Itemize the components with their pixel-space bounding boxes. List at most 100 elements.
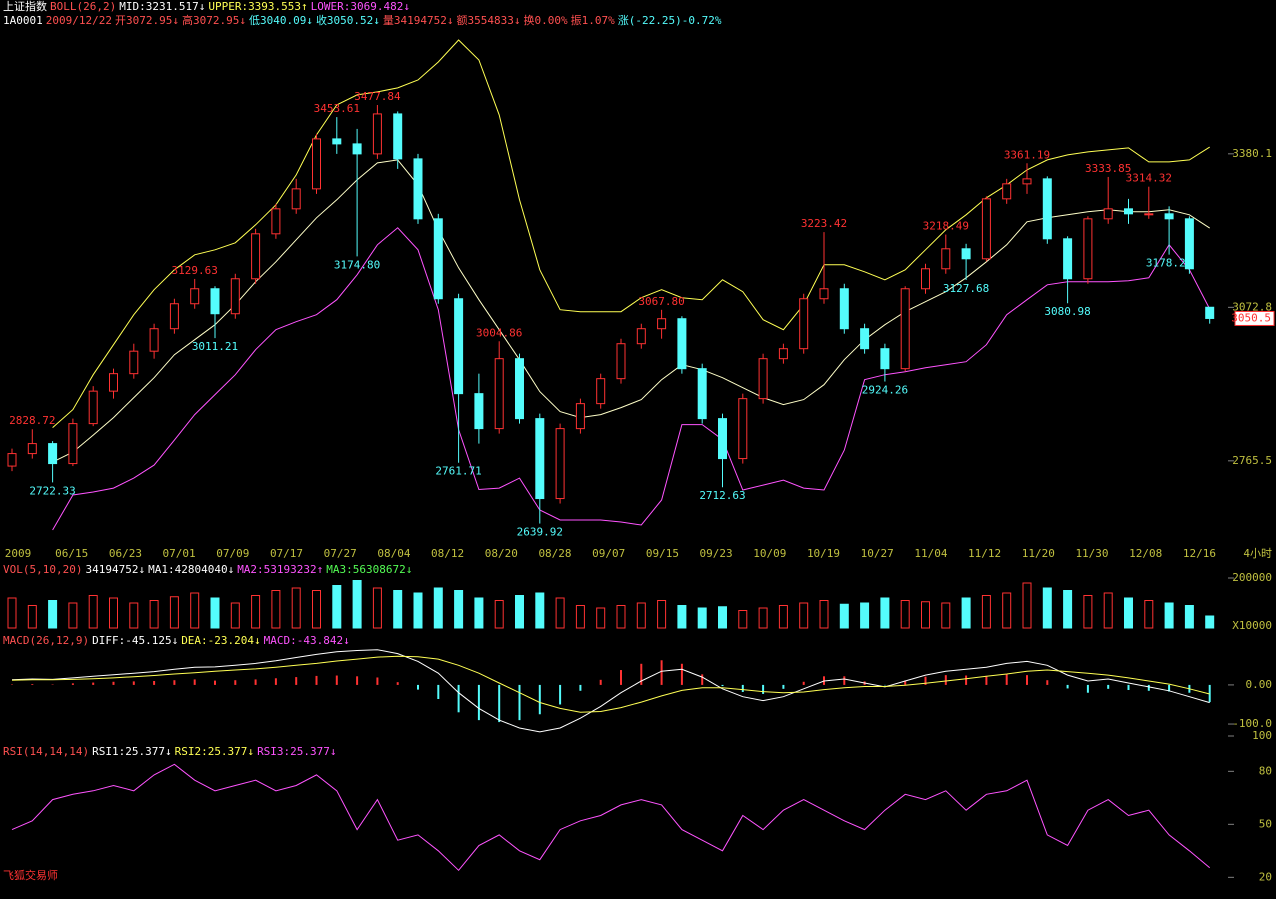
- legend-item: MACD:-43.842↓: [263, 634, 350, 647]
- legend-item: 高3072.95↓: [181, 14, 246, 27]
- candle-body: [230, 278, 240, 315]
- extreme-label: 3174.80: [334, 258, 380, 271]
- volume-bar: [7, 597, 17, 629]
- y-tick-label: 0.00: [1246, 678, 1273, 691]
- y-tick-label: 20: [1259, 870, 1272, 883]
- x-tick-label: 06/23: [109, 547, 142, 560]
- candle-body: [474, 393, 484, 430]
- candle-body: [413, 158, 423, 220]
- x-tick-label: 07/01: [163, 547, 196, 560]
- candle-body: [1205, 306, 1215, 319]
- candle-body: [636, 328, 646, 345]
- candle-body: [332, 138, 342, 145]
- x-tick-label: 09/15: [646, 547, 679, 560]
- volume-bar: [981, 595, 991, 629]
- legend-item: 2009/12/22: [45, 14, 112, 27]
- extreme-label: 2924.26: [862, 384, 908, 397]
- candle-body: [251, 233, 261, 280]
- extreme-label: 2761.71: [435, 465, 481, 478]
- candle-body: [1164, 213, 1174, 220]
- candle-body: [190, 288, 200, 305]
- candle-body: [494, 358, 504, 430]
- candle-body: [535, 418, 545, 500]
- price-tag-box: [1234, 310, 1275, 326]
- volume-bar: [433, 587, 443, 629]
- volume-bar: [961, 597, 971, 629]
- candle-body: [291, 188, 301, 210]
- extreme-label: 3477.84: [354, 90, 401, 103]
- legend-item: MA2:53193232↑: [237, 563, 324, 576]
- candle-body: [210, 288, 220, 315]
- candle-body: [68, 423, 78, 465]
- candle-body: [575, 403, 585, 430]
- candle-body: [1042, 178, 1052, 240]
- candle-body: [616, 343, 626, 380]
- x-tick-label: 11/12: [968, 547, 1001, 560]
- volume-bar: [860, 602, 870, 629]
- extreme-label: 3333.85: [1085, 162, 1131, 175]
- legend-item: MID:3231.517↓: [119, 0, 206, 13]
- candle-body: [169, 303, 179, 330]
- candle-body: [149, 328, 159, 352]
- legend-item: DIFF:-45.125↓: [92, 634, 179, 647]
- legend-item: RSI(14,14,14): [3, 745, 90, 758]
- volume-bar: [1184, 605, 1194, 629]
- volume-bar: [1124, 597, 1133, 629]
- volume-bar: [48, 600, 58, 629]
- unit-label: X10000: [1232, 619, 1272, 632]
- candle-body: [48, 443, 58, 465]
- candle-body: [758, 358, 768, 400]
- x-tick-label: 10/27: [861, 547, 894, 560]
- price-tag: 3050.5: [1231, 311, 1271, 324]
- legend-item: VOL(5,10,20): [3, 563, 83, 576]
- candle-body: [778, 348, 788, 360]
- extreme-label: 3218.49: [923, 220, 969, 233]
- candle-body: [819, 288, 829, 300]
- volume-bar: [169, 596, 179, 629]
- boll-line: [52, 227, 1211, 531]
- x-tick-label: 07/17: [270, 547, 303, 560]
- extreme-label: 2712.63: [699, 489, 745, 502]
- x-tick-label: 11/04: [914, 547, 947, 560]
- legend-item: MACD(26,12,9): [3, 634, 90, 647]
- legend-item: MA3:56308672↓: [326, 563, 413, 576]
- candle-body: [839, 288, 849, 330]
- candle-body: [1124, 208, 1133, 215]
- extreme-label: 3127.68: [943, 282, 989, 295]
- legend-item: 换0.00%: [523, 14, 568, 27]
- volume-bar: [819, 600, 829, 629]
- candle-body: [921, 268, 930, 290]
- y-tick-label: 80: [1259, 764, 1272, 777]
- candle-body: [860, 328, 870, 350]
- volume-bar: [697, 607, 707, 629]
- y-tick-label: 50: [1259, 817, 1272, 830]
- volume-bar: [109, 597, 118, 629]
- y-tick-label: 100: [1252, 729, 1272, 742]
- candle-body: [657, 318, 667, 330]
- candle-body: [1184, 218, 1194, 270]
- volume-bar: [900, 600, 910, 629]
- extreme-label: 2828.72: [9, 414, 55, 427]
- extreme-label: 3067.80: [638, 295, 684, 308]
- volume-bar: [1063, 590, 1073, 629]
- y-tick-label: -100.0: [1232, 717, 1272, 730]
- x-tick-label: 09/23: [700, 547, 733, 560]
- x-tick-label: 12/08: [1129, 547, 1162, 560]
- volume-bar: [738, 610, 748, 629]
- volume-bar: [1042, 587, 1052, 629]
- extreme-label: 2722.33: [29, 484, 75, 497]
- candle-body: [393, 113, 403, 160]
- candle-body: [312, 138, 321, 190]
- volume-bar: [921, 601, 930, 629]
- volume-bar: [27, 605, 37, 629]
- candle-body: [1083, 218, 1093, 280]
- volume-bar: [799, 602, 809, 629]
- y-tick-label: 3380.1: [1232, 147, 1272, 160]
- volume-bar: [657, 600, 667, 629]
- volume-bar: [1144, 600, 1154, 629]
- extreme-label: 3453.61: [314, 102, 360, 115]
- volume-bar: [596, 607, 606, 629]
- candle-body: [1063, 238, 1073, 280]
- candle-body: [88, 390, 98, 425]
- x-tick-label: 10/19: [807, 547, 840, 560]
